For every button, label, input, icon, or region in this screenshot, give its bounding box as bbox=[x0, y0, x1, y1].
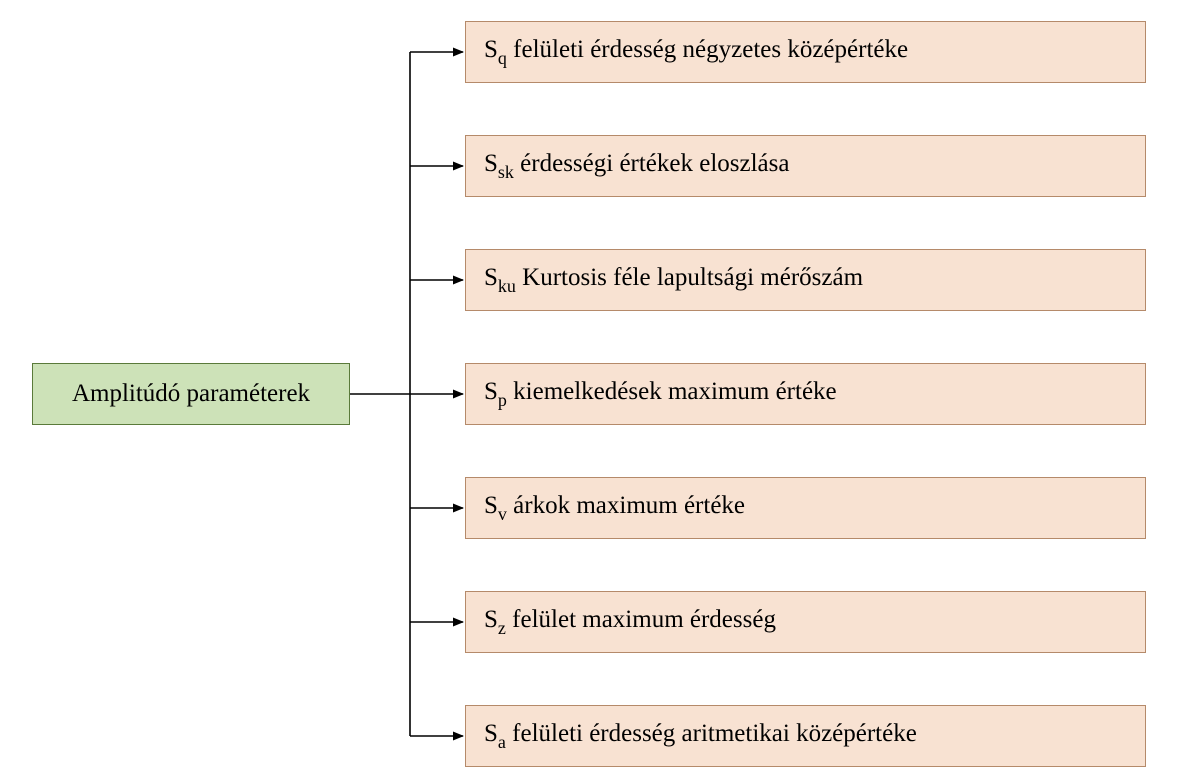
child-node: Sz felület maximum érdesség bbox=[465, 591, 1146, 653]
symbol: S bbox=[484, 720, 498, 747]
amplitude-parameters-diagram: Amplitúdó paraméterek Sq felületi érdess… bbox=[0, 0, 1183, 783]
description: Kurtosis féle lapultsági mérőszám bbox=[516, 264, 863, 291]
description: felületi érdesség négyzetes középértéke bbox=[507, 36, 908, 63]
subscript: ku bbox=[498, 276, 516, 296]
child-label: Sku Kurtosis féle lapultsági mérőszám bbox=[484, 264, 863, 296]
description: árkok maximum értéke bbox=[507, 492, 745, 519]
root-label: Amplitúdó paraméterek bbox=[72, 380, 310, 408]
child-label: Sz felület maximum érdesség bbox=[484, 606, 776, 638]
child-node: Sp kiemelkedések maximum értéke bbox=[465, 363, 1146, 425]
subscript: q bbox=[498, 48, 507, 68]
description: felület maximum érdesség bbox=[506, 606, 776, 633]
child-label: Sa felületi érdesség aritmetikai középér… bbox=[484, 720, 917, 752]
child-label: Sp kiemelkedések maximum értéke bbox=[484, 378, 837, 410]
subscript: sk bbox=[498, 162, 514, 182]
child-node: Ssk érdességi értékek eloszlása bbox=[465, 135, 1146, 197]
symbol: S bbox=[484, 150, 498, 177]
symbol: S bbox=[484, 378, 498, 405]
symbol: S bbox=[484, 264, 498, 291]
subscript: a bbox=[498, 732, 506, 752]
child-node: Sv árkok maximum értéke bbox=[465, 477, 1146, 539]
root-node: Amplitúdó paraméterek bbox=[32, 363, 350, 425]
symbol: S bbox=[484, 606, 498, 633]
child-node: Sku Kurtosis féle lapultsági mérőszám bbox=[465, 249, 1146, 311]
description: kiemelkedések maximum értéke bbox=[507, 378, 837, 405]
child-label: Sq felületi érdesség négyzetes középérté… bbox=[484, 36, 908, 68]
description: felületi érdesség aritmetikai középérték… bbox=[506, 720, 917, 747]
child-label: Sv árkok maximum értéke bbox=[484, 492, 745, 524]
description: érdességi értékek eloszlása bbox=[514, 150, 790, 177]
subscript: p bbox=[498, 390, 507, 410]
child-node: Sa felületi érdesség aritmetikai középér… bbox=[465, 705, 1146, 767]
child-label: Ssk érdességi értékek eloszlása bbox=[484, 150, 789, 182]
subscript: z bbox=[498, 618, 506, 638]
symbol: S bbox=[484, 36, 498, 63]
subscript: v bbox=[498, 504, 507, 524]
child-node: Sq felületi érdesség négyzetes középérté… bbox=[465, 21, 1146, 83]
symbol: S bbox=[484, 492, 498, 519]
